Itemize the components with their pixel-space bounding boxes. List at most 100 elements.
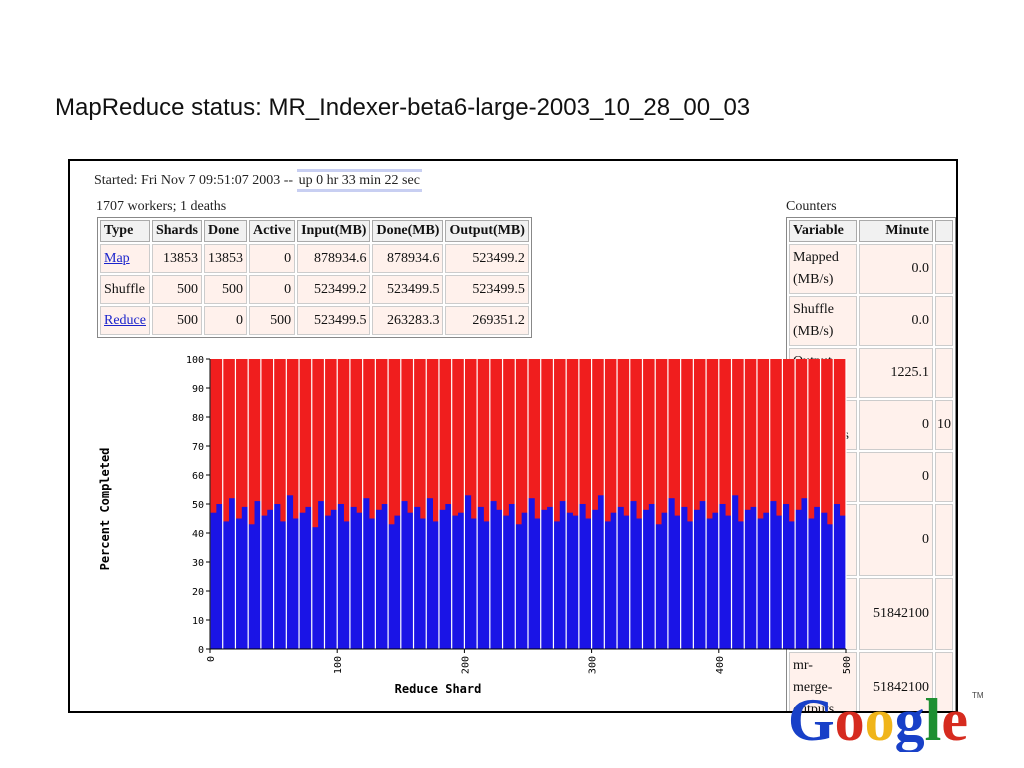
status-header-row: Type Shards Done Active Input(MB) Done(M… [100, 220, 529, 242]
counter-cut-value: 10 [934, 400, 953, 450]
completed-bar [369, 518, 376, 649]
completed-bar [356, 512, 364, 649]
completed-bar [235, 518, 243, 649]
counter-minute-value: 0 [859, 504, 933, 576]
completed-bar [687, 521, 694, 649]
started-text: Started: Fri Nov 7 09:51:07 2003 -- [94, 173, 297, 188]
column-header-cut [934, 220, 953, 242]
svg-text:Google: Google [788, 687, 968, 752]
completed-bar [795, 509, 802, 649]
completed-bar [718, 504, 726, 649]
active-cell: 500 [249, 306, 296, 335]
completed-bar [508, 504, 516, 649]
counter-variable-line: outputs [793, 702, 835, 713]
completed-bar [788, 521, 796, 649]
completed-bar [636, 518, 643, 649]
completed-bar [750, 506, 758, 649]
completed-bar [279, 521, 287, 649]
completed-bar [807, 518, 815, 649]
input-cell: 523499.5 [297, 306, 371, 335]
completed-bar [464, 495, 472, 649]
counter-minute-value: 0.0 [859, 244, 933, 294]
status-row-shuffle: Shuffle 500 500 0 523499.2 523499.5 5234… [100, 275, 529, 304]
completed-bar [241, 506, 249, 649]
completed-bar [407, 512, 414, 649]
counter-variable-line: Mapped [793, 250, 839, 265]
column-header: Minute [859, 220, 933, 242]
counter-cut-value [934, 296, 953, 346]
completed-bar [623, 515, 631, 649]
y-tick-label: 50 [192, 500, 204, 511]
x-tick-label: 100 [333, 656, 344, 674]
completed-bar [337, 504, 344, 649]
reduce-progress-chart: 0 10 20 30 40 50 60 70 80 90 100 0 100 200 300 400 500 R… [98, 355, 850, 696]
completed-bar [305, 506, 313, 649]
done-mb-cell: 263283.3 [372, 306, 444, 335]
completed-bar [591, 509, 599, 649]
google-logo: Google TM [788, 687, 984, 752]
x-tick-label: 0 [206, 656, 217, 662]
completed-bar [477, 506, 484, 649]
y-tick-label: 70 [192, 442, 204, 453]
completed-bar [566, 512, 573, 649]
output-cell: 269351.2 [445, 306, 529, 335]
completed-bar [553, 521, 561, 649]
column-header: Input(MB) [297, 220, 371, 242]
done-cell: 500 [204, 275, 248, 304]
completed-bar [267, 509, 274, 649]
completed-bar [375, 509, 383, 649]
type-cell: Reduce [100, 306, 150, 335]
completed-bar [661, 512, 669, 649]
reduce-link[interactable]: Reduce [104, 312, 146, 328]
svg-text:TM: TM [972, 691, 984, 700]
completed-bar [248, 524, 255, 649]
completed-bar [534, 518, 542, 649]
y-tick-label: 30 [192, 558, 204, 569]
completed-bar [642, 509, 650, 649]
completed-bar [667, 498, 675, 649]
column-header: Done(MB) [372, 220, 444, 242]
completed-bar [445, 504, 453, 649]
counter-row: mr-merge-outputs 51842100 [789, 652, 953, 713]
uptime-text: up 0 hr 33 min 22 sec [296, 169, 422, 192]
completed-bar [617, 506, 624, 649]
axes-group: 0 10 20 30 40 50 60 70 80 90 100 0 100 200 300 400 500 [186, 355, 850, 674]
y-tick-label: 100 [186, 355, 204, 366]
input-cell: 523499.2 [297, 275, 371, 304]
completed-bar [388, 524, 395, 649]
counter-cut-value [934, 578, 953, 650]
counter-cut-value [934, 652, 953, 711]
completed-bar [458, 512, 465, 649]
completed-bar [712, 512, 720, 649]
completed-bar [578, 504, 586, 649]
counter-minute-value: 51842100 [859, 652, 933, 711]
y-tick-label: 0 [198, 645, 204, 656]
y-tick-label: 20 [192, 587, 204, 598]
y-tick-label: 60 [192, 471, 204, 482]
completed-bar [756, 518, 764, 649]
column-header: Active [249, 220, 296, 242]
completed-bar [394, 515, 402, 649]
output-cell: 523499.2 [445, 244, 529, 273]
completed-bar [801, 498, 809, 649]
counter-row: Mapped (MB/s) 0.0 [789, 244, 953, 294]
column-header: Variable [789, 220, 858, 242]
counter-variable-line: merge- [793, 680, 833, 695]
completed-bar [318, 501, 325, 649]
completed-bar [229, 498, 236, 649]
map-link[interactable]: Map [104, 250, 130, 266]
slide-title: MapReduce status: MR_Indexer-beta6-large… [55, 94, 751, 121]
counters-header-row: Variable Minute [789, 220, 953, 242]
completed-bar [820, 512, 828, 649]
x-tick-label: 400 [715, 656, 726, 674]
counter-variable-line: mr- [793, 658, 813, 673]
completed-bar [426, 498, 433, 649]
completed-bar [330, 509, 338, 649]
completed-bar [489, 501, 497, 649]
shards-cell: 500 [151, 306, 203, 335]
counter-variable-line: (MB/s) [793, 272, 834, 287]
completed-bar [349, 506, 357, 649]
vertical-gridlines [209, 359, 847, 649]
status-table: Type Shards Done Active Input(MB) Done(M… [97, 217, 532, 338]
completed-bar [400, 501, 408, 649]
